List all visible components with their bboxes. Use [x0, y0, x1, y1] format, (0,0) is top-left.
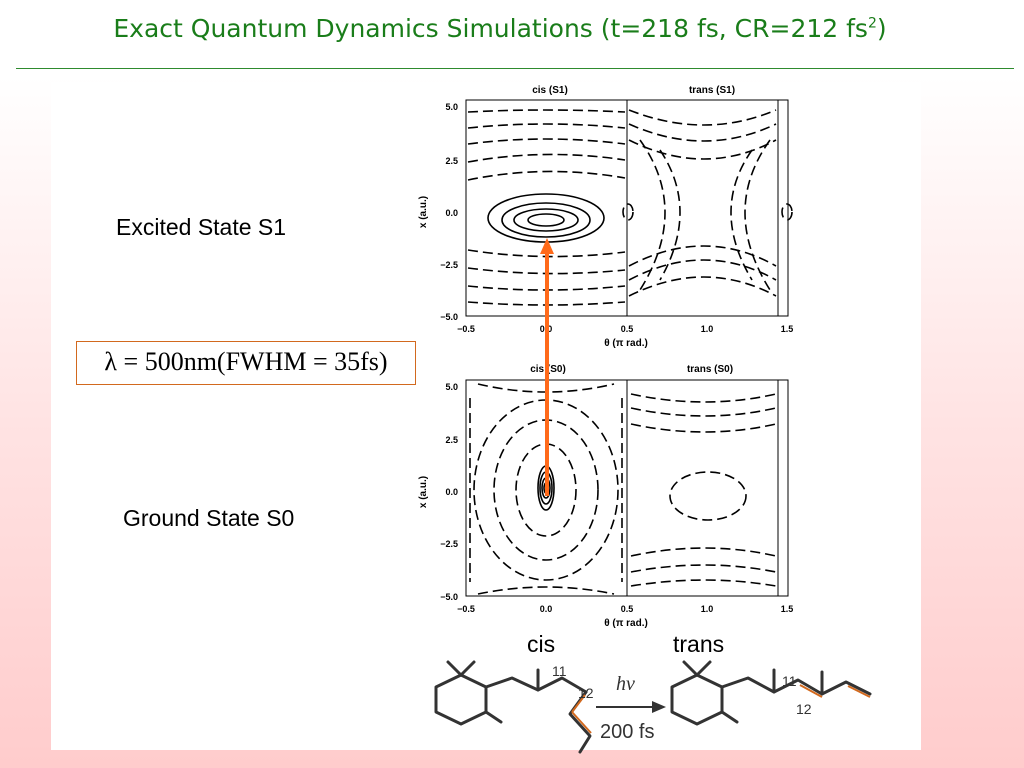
cis-atom-11: 11 — [552, 663, 567, 679]
trans-atom-12: 12 — [796, 701, 812, 717]
s1-ytick: 5.0 — [445, 102, 458, 112]
s0-ylabel: x (a.u.) — [418, 476, 429, 508]
s1-ytick: 0.0 — [445, 208, 458, 218]
s0-xtick: 0.0 — [540, 604, 553, 614]
s1-plot: cis (S1) trans (S1) 5.0 2.5 — [418, 85, 793, 349]
s1-xtick: 1.5 — [781, 324, 794, 334]
s0-xtick: 1.5 — [781, 604, 794, 614]
s1-ylabel: x (a.u.) — [418, 196, 429, 228]
photon-label: hν — [616, 673, 635, 695]
s0-xtick: −0.5 — [457, 604, 475, 614]
s0-xlabel: θ (π rad.) — [604, 618, 648, 629]
s1-xtick: 0.5 — [621, 324, 634, 334]
isomerization-scheme: 11 12 hν 200 fs 11 12 — [434, 660, 872, 754]
s1-xtick: 1.0 — [701, 324, 714, 334]
s1-ytick: 2.5 — [445, 156, 458, 166]
s1-ytick: −5.0 — [440, 312, 458, 322]
content-panel — [51, 82, 921, 750]
s0-plot: cis (S0) trans (S0) 5.0 2.5 0.0 −2.5 −5.… — [418, 364, 793, 629]
time-label: 200 fs — [600, 721, 654, 743]
excited-state-label: Excited State S1 — [116, 214, 287, 240]
s0-xtick: 0.5 — [621, 604, 634, 614]
trans-atom-11: 11 — [782, 673, 797, 689]
s0-ytick: −2.5 — [440, 539, 458, 549]
s0-ytick: 2.5 — [445, 435, 458, 445]
cis-atom-12: 12 — [578, 685, 594, 701]
trans-label: trans — [673, 631, 725, 657]
s1-cis-title: cis (S1) — [532, 85, 568, 96]
s0-trans-title: trans (S0) — [687, 364, 733, 375]
s0-xtick: 1.0 — [701, 604, 714, 614]
s1-xtick: −0.5 — [457, 324, 475, 334]
s1-trans-title: trans (S1) — [689, 85, 735, 96]
wavelength-formula: λ = 500nm(FWHM = 35fs) — [76, 341, 416, 385]
slide-title: Exact Quantum Dynamics Simulations (t=21… — [113, 14, 887, 43]
title-divider — [16, 68, 1014, 69]
s1-ytick: −2.5 — [440, 260, 458, 270]
ground-state-label: Ground State S0 — [123, 505, 295, 531]
s0-ytick: −5.0 — [440, 592, 458, 602]
s0-ytick: 0.0 — [445, 487, 458, 497]
s0-ytick: 5.0 — [445, 382, 458, 392]
excitation-arrow — [540, 238, 554, 496]
s1-xlabel: θ (π rad.) — [604, 338, 648, 349]
cis-label: cis — [527, 631, 556, 657]
